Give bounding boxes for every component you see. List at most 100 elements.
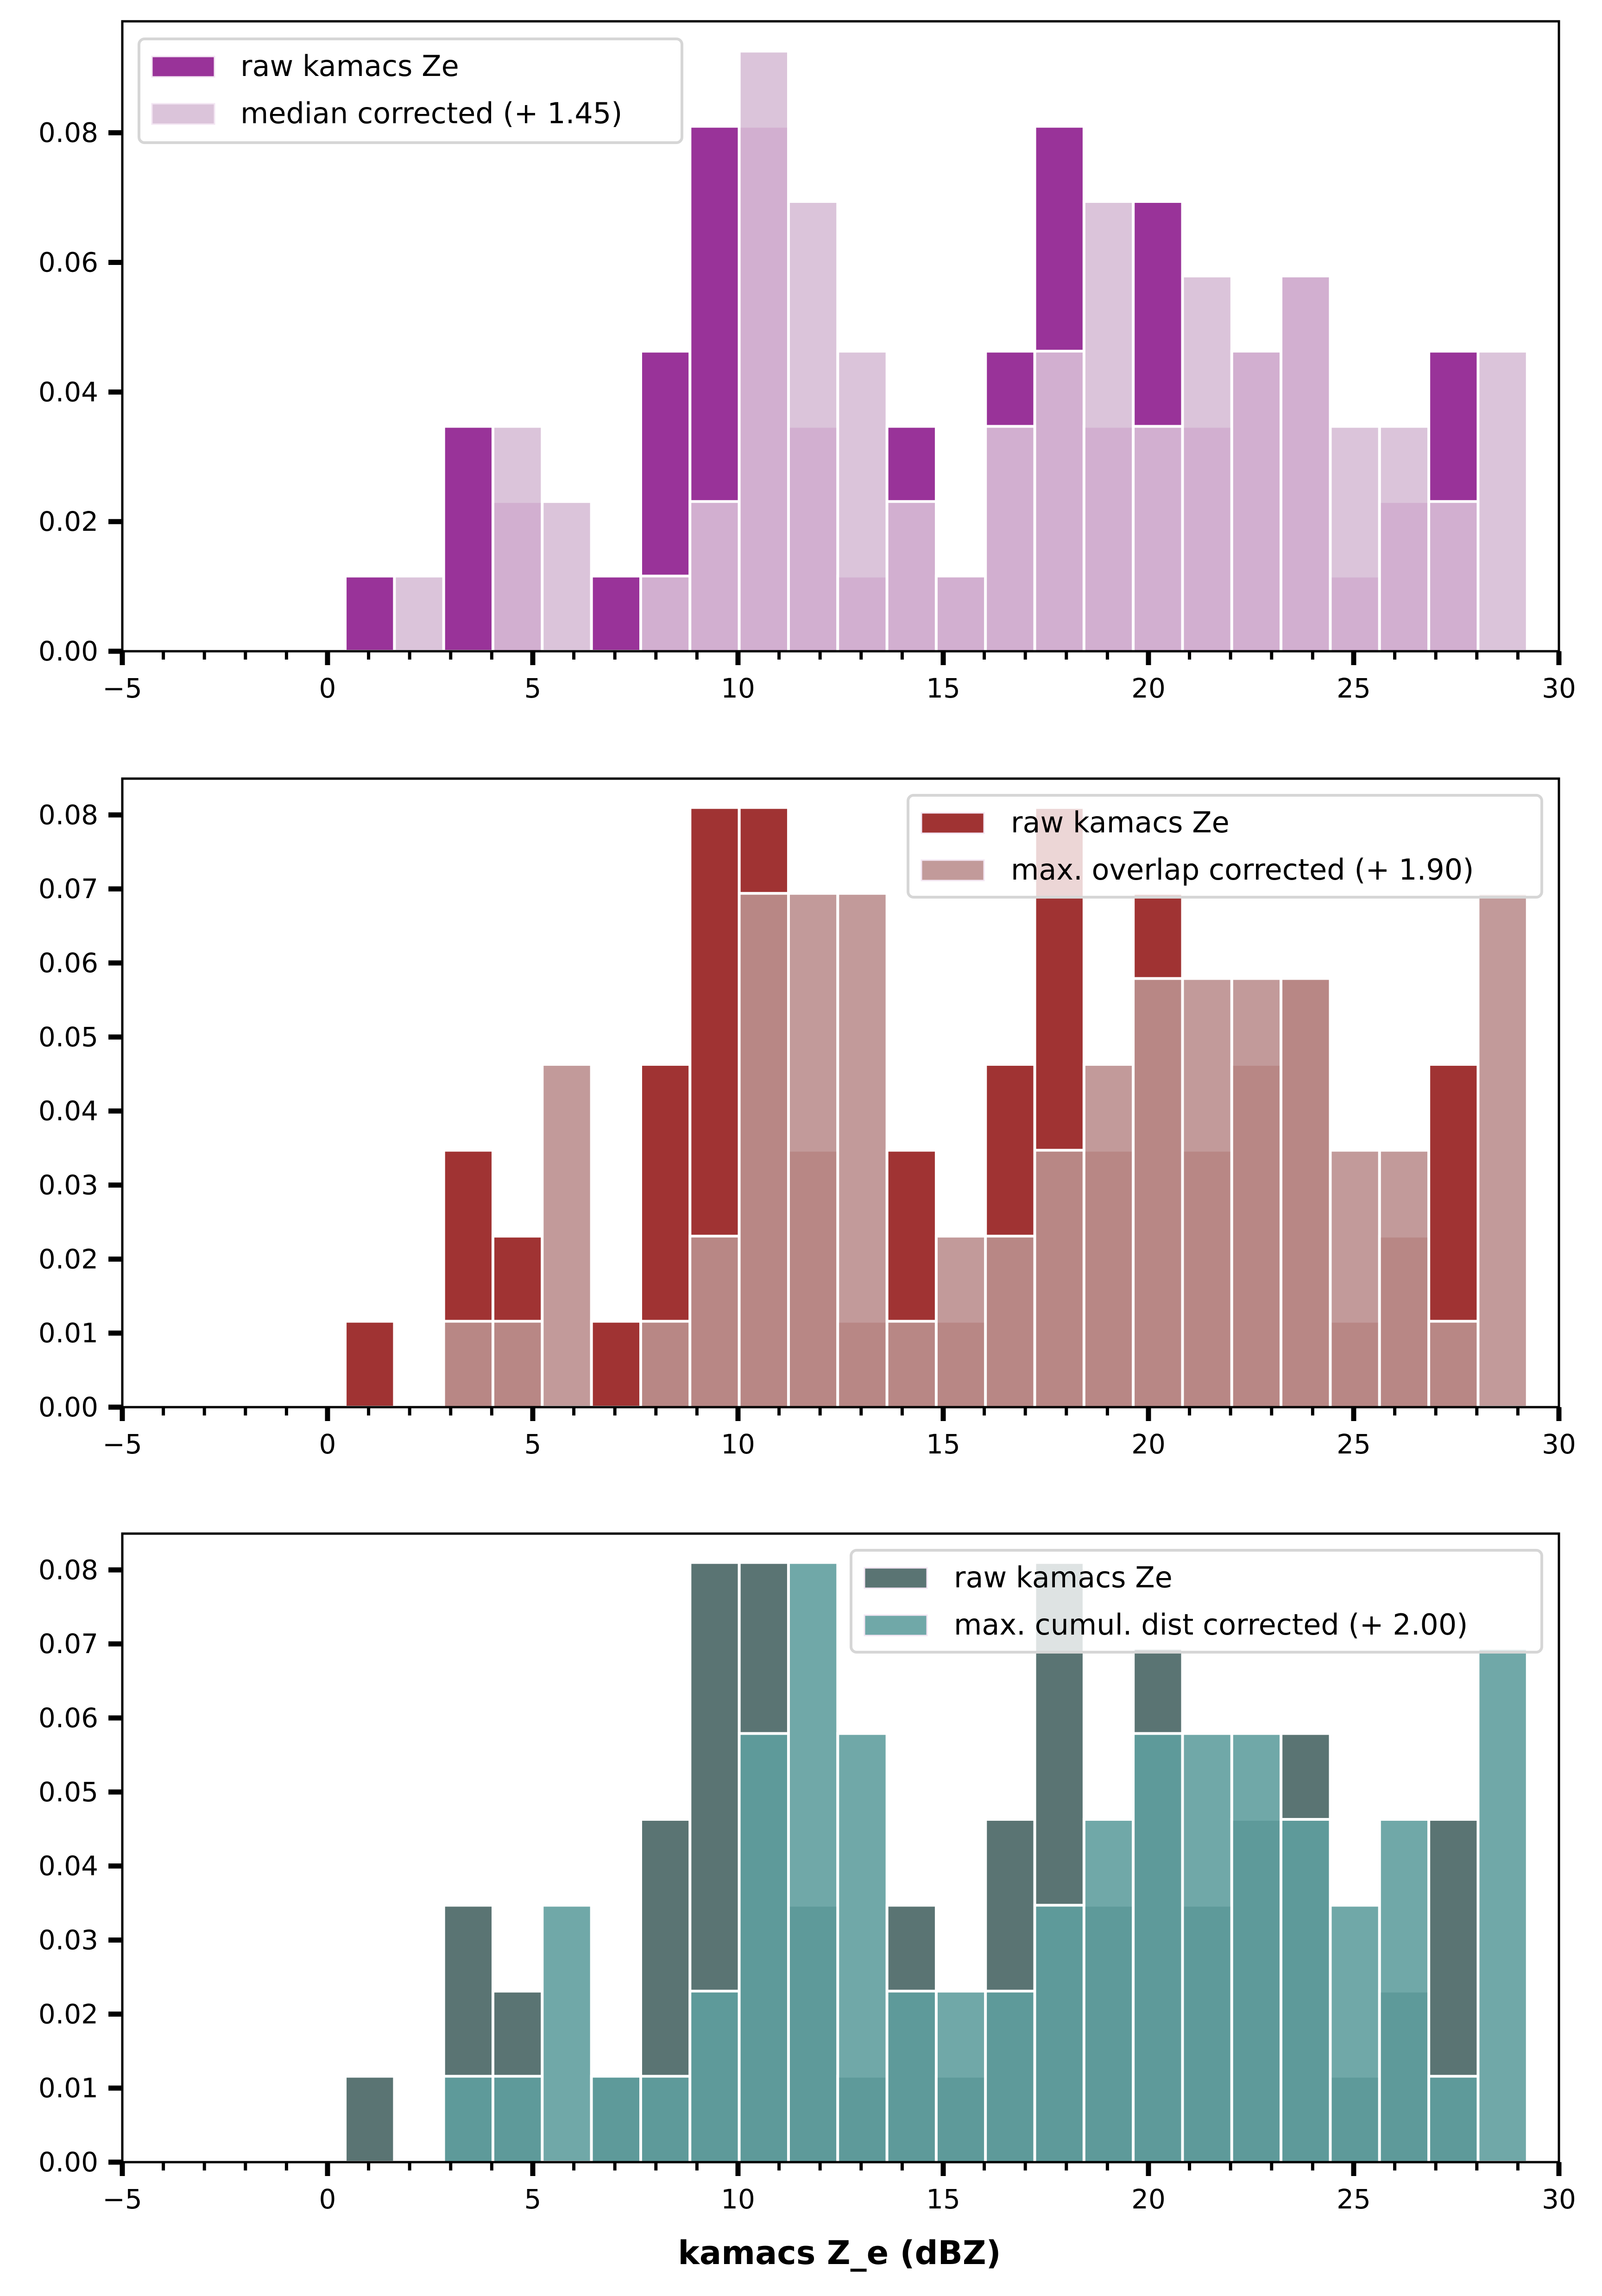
- y-tick-label: 0.02: [38, 506, 98, 537]
- panel-max-cumul-dist-corrected: −5 0 5 10 15 20 25 300.000.010.020.030.040.050.…: [38, 1532, 1576, 2215]
- bar-overlap: [1331, 577, 1378, 651]
- bar-overlap: [494, 2077, 541, 2162]
- y-tick-label: 0.00: [38, 2146, 98, 2178]
- bar-corrected: [1476, 892, 1529, 1409]
- bar-overlap: [839, 2077, 886, 2162]
- bars: [344, 50, 1529, 653]
- y-tick-label: 0.07: [38, 1628, 98, 1660]
- panel-median-corrected: −5 0 5 10 15 20 25 30 0.00 0.02 0.04 0.06 0.08 raw ka…: [38, 20, 1576, 704]
- bar-overlap: [1184, 428, 1230, 651]
- bar-overlap: [789, 1906, 837, 2162]
- bar-corrected: [541, 500, 593, 653]
- bar-overlap: [987, 1992, 1034, 2162]
- bar-overlap: [1233, 1820, 1280, 2162]
- legend-swatch: [151, 103, 215, 125]
- bar-overlap: [888, 503, 935, 651]
- x-tick-label: 20: [1131, 673, 1166, 704]
- legend-box: [907, 794, 1543, 899]
- bar-overlap: [789, 1151, 837, 1407]
- bar-raw: [344, 574, 396, 653]
- bar-overlap: [740, 1735, 787, 2162]
- bar-overlap: [1282, 1820, 1329, 2162]
- bar-overlap: [642, 1322, 689, 1407]
- bar-overlap: [1085, 1906, 1132, 2162]
- bar-raw: [344, 1320, 396, 1409]
- bar-corrected: [1476, 1647, 1529, 2164]
- bar-overlap: [1085, 428, 1132, 651]
- legend: raw kamacs Ze median corrected (+ 1.45): [138, 38, 683, 144]
- bars: [344, 806, 1529, 1409]
- x-tick-label: 0: [319, 2183, 336, 2215]
- legend-box: [850, 1549, 1543, 1654]
- x-tick-label: 30: [1542, 1428, 1576, 1460]
- x-tick-label: 20: [1131, 2183, 1166, 2215]
- bar-overlap: [691, 503, 738, 651]
- bar-overlap: [1331, 1322, 1378, 1407]
- bar-overlap: [1282, 277, 1329, 651]
- legend-swatch: [864, 1567, 928, 1589]
- bar-overlap: [987, 428, 1034, 651]
- x-axis: −5 0 5 10 15 20 25 30: [102, 1407, 1576, 1460]
- y-tick-label: 0.01: [38, 2072, 98, 2104]
- bar-corrected: [393, 574, 445, 653]
- bar-overlap: [937, 577, 984, 651]
- bar-overlap: [593, 2077, 640, 2162]
- bar-overlap: [494, 503, 541, 651]
- bar-overlap: [445, 2077, 492, 2162]
- y-axis: 0.00 0.01 0.02 0.03 0.04 0.05 0.06 0.07 0.08: [38, 1554, 122, 2178]
- bar-corrected: [836, 892, 889, 1409]
- bar-overlap: [1184, 1906, 1230, 2162]
- bar-overlap: [1036, 1151, 1083, 1407]
- legend-label: max. overlap corrected (+ 1.90): [1011, 853, 1474, 887]
- bar-overlap: [1036, 352, 1083, 651]
- x-tick-label: 15: [926, 673, 960, 704]
- bar-corrected: [541, 1063, 593, 1409]
- bar-overlap: [1331, 2077, 1378, 2162]
- bar-overlap: [1135, 980, 1181, 1407]
- legend-label: raw kamacs Ze: [954, 1560, 1173, 1594]
- panel-max-overlap-corrected: −5 0 5 10 15 20 25 300.000.010.020.030.040.050.…: [38, 777, 1576, 1460]
- x-tick-label: 30: [1542, 673, 1576, 704]
- legend-label: raw kamacs Ze: [1011, 805, 1230, 839]
- x-tick-label: −5: [102, 1428, 142, 1460]
- x-axis-label: kamacs Z_e (dBZ): [678, 2234, 1001, 2272]
- bar-overlap: [987, 1237, 1034, 1407]
- legend-swatch: [921, 859, 985, 881]
- bar-overlap: [1430, 1322, 1477, 1407]
- y-tick-label: 0.06: [38, 1702, 98, 1734]
- bar-overlap: [1036, 1906, 1083, 2162]
- legend: raw kamacs Ze max. cumul. dist corrected …: [850, 1549, 1543, 1654]
- legend-box: [138, 38, 683, 144]
- legend-swatch: [921, 812, 985, 834]
- x-tick-label: 0: [319, 673, 336, 704]
- bar-raw: [442, 425, 495, 653]
- y-tick-label: 0.04: [38, 1850, 98, 1882]
- bar-overlap: [937, 2077, 984, 2162]
- x-tick-label: 15: [926, 2183, 960, 2215]
- y-tick-label: 0.01: [38, 1317, 98, 1349]
- x-axis: −5 0 5 10 15 20 25 30: [102, 651, 1576, 704]
- bar-overlap: [1381, 1237, 1428, 1407]
- bar-overlap: [1135, 428, 1181, 651]
- bar-overlap: [839, 577, 886, 651]
- x-tick-label: −5: [102, 2183, 142, 2215]
- y-tick-label: 0.07: [38, 873, 98, 905]
- y-tick-label: 0.08: [38, 117, 98, 149]
- x-tick-label: 10: [721, 673, 755, 704]
- bar-overlap: [691, 1237, 738, 1407]
- legend-label: median corrected (+ 1.45): [240, 96, 623, 130]
- bar-overlap: [1184, 1151, 1230, 1407]
- x-tick-label: 10: [721, 2183, 755, 2215]
- bar-overlap: [888, 1322, 935, 1407]
- x-tick-label: 5: [524, 673, 542, 704]
- x-tick-label: 25: [1337, 1428, 1371, 1460]
- x-tick-label: 5: [524, 1428, 542, 1460]
- axes-frame: [121, 20, 1560, 653]
- axes-frame: [121, 1532, 1560, 2164]
- bar-overlap: [494, 1322, 541, 1407]
- bar-overlap: [888, 1992, 935, 2162]
- x-tick-label: 10: [721, 1428, 755, 1460]
- y-tick-label: 0.00: [38, 635, 98, 667]
- axes-frame: [121, 777, 1560, 1409]
